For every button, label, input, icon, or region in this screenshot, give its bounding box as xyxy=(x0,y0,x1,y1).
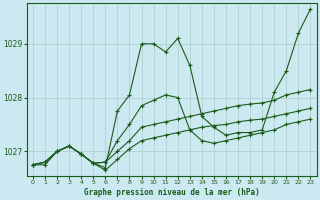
X-axis label: Graphe pression niveau de la mer (hPa): Graphe pression niveau de la mer (hPa) xyxy=(84,188,260,197)
